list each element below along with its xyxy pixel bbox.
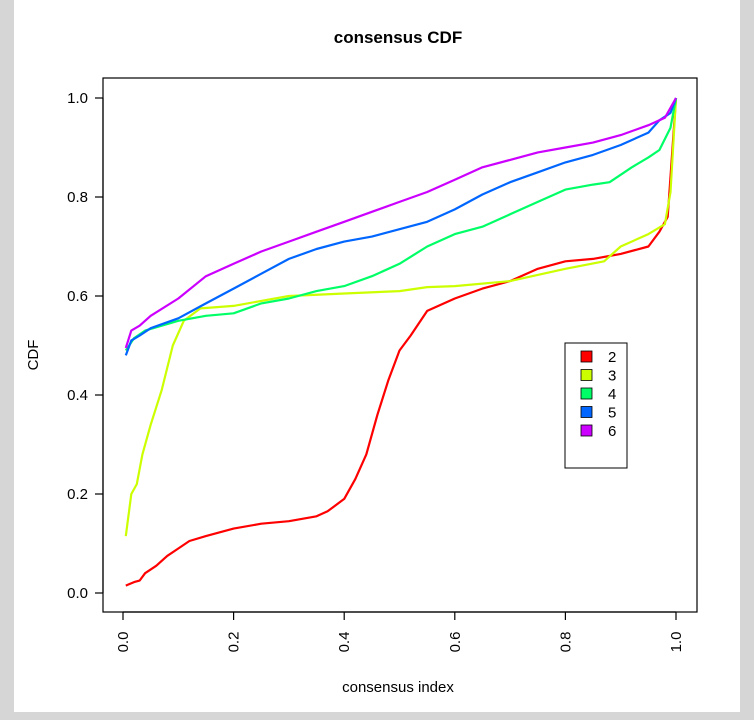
x-tick-label: 1.0 [668, 632, 685, 653]
legend-swatch [580, 369, 593, 381]
x-tick-label: 0.2 [226, 632, 243, 653]
y-tick-label: 0.6 [67, 288, 88, 305]
x-tick-label: 0.6 [447, 632, 464, 653]
series-lines [124, 97, 678, 587]
y-tick-label: 0.0 [67, 585, 88, 602]
legend-swatch [580, 387, 593, 400]
y-tick-label: 1.0 [67, 90, 88, 107]
legend-swatch [580, 350, 593, 363]
legend-label: 6 [608, 423, 616, 440]
legend: 2 34 56 [564, 342, 628, 469]
y-axis-label: CDF [25, 340, 42, 371]
x-tick-label: 0.0 [115, 632, 132, 653]
legend-box [564, 342, 628, 469]
legend-swatch [580, 424, 593, 437]
legend-label: 5 [608, 405, 616, 422]
y-axis: 0.0 0.2 0.4 0.6 0.8 1.0 [67, 90, 104, 602]
series-line-k6 [124, 97, 677, 349]
legend-swatch [580, 406, 593, 418]
y-tick-label: 0.2 [67, 486, 88, 503]
x-tick-label: 0.4 [336, 632, 353, 653]
y-tick-label: 0.4 [67, 387, 88, 404]
legend-label: 3 [608, 368, 616, 385]
y-tick-label: 0.8 [67, 189, 88, 206]
x-tick-label: 0.8 [557, 632, 574, 653]
chart-title: consensus CDF [334, 28, 462, 47]
legend-label: 2 [608, 349, 616, 366]
x-axis-label: consensus index [342, 679, 454, 696]
series-line-k3 [124, 97, 678, 537]
series-line-k2 [125, 97, 678, 587]
x-axis: 0.0 0.2 0.4 0.6 0.8 1.0 [115, 611, 685, 653]
legend-label: 4 [608, 386, 616, 403]
series-line-k5 [124, 97, 678, 356]
series-line-k4 [124, 97, 678, 352]
